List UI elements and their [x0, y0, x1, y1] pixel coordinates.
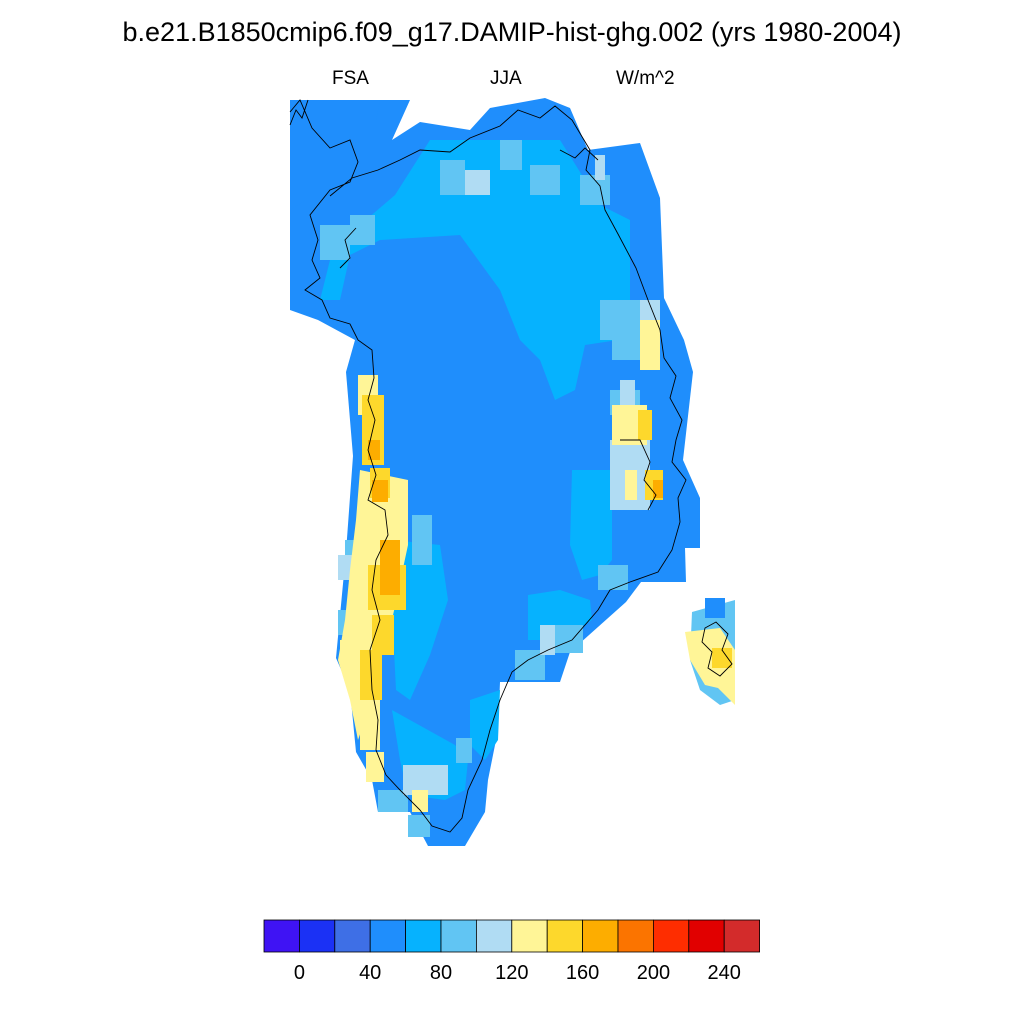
season-label: JJA [490, 68, 522, 89]
colorbar-tick-label: 160 [565, 962, 600, 984]
orange-patches [368, 440, 663, 595]
colorbar-box-2 [334, 919, 371, 953]
colorbar-box-8 [546, 919, 584, 953]
colorbar-tick-label: 240 [707, 962, 741, 984]
northwest-coast [290, 100, 380, 210]
colorbar-box-4 [405, 919, 442, 953]
colorbar-box-10 [617, 919, 654, 953]
colorbar-box-3 [369, 919, 407, 953]
colorbar-box-7 [511, 919, 548, 953]
units-label: W/m^2 [616, 68, 675, 89]
colorbar-box-13 [723, 919, 761, 953]
colorbar-box-9 [582, 919, 619, 953]
plot-title: b.e21.B1850cmip6.f09_g17.DAMIP-hist-ghg.… [122, 17, 902, 47]
colorbar-tick-label: 40 [359, 962, 382, 984]
light-blue-band [320, 140, 630, 800]
colorbar-tick-label: 120 [495, 962, 529, 984]
colorbar-box-1 [298, 919, 336, 953]
colorbar-box-11 [653, 919, 690, 953]
southeast-island [685, 598, 735, 705]
colorbar-box-6 [475, 919, 513, 953]
coastline [289, 99, 733, 833]
colorbar-tick-label: 0 [293, 962, 305, 984]
colorbar-tick-label: 200 [636, 962, 671, 984]
colorbar-box-12 [688, 919, 725, 953]
colorbar-tick-label: 80 [429, 962, 453, 984]
variable-label: FSA [332, 68, 369, 89]
colorbar-box-5 [440, 919, 477, 953]
colorbar-box-0 [263, 919, 300, 953]
